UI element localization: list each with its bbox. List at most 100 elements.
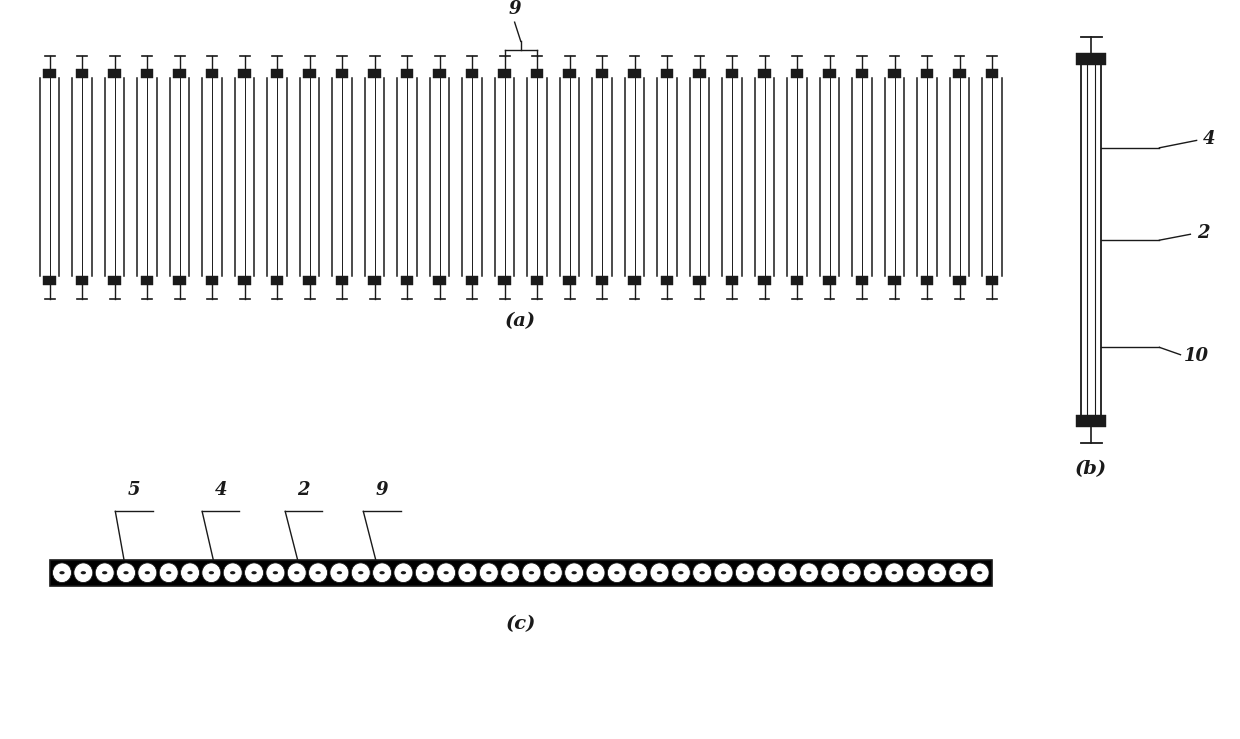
Circle shape	[764, 571, 769, 574]
Ellipse shape	[52, 563, 72, 582]
Bar	[954, 69, 966, 78]
Bar	[43, 69, 56, 78]
Bar	[856, 69, 868, 78]
Ellipse shape	[436, 563, 455, 582]
Bar	[368, 276, 381, 285]
Bar	[141, 276, 154, 285]
Bar	[563, 276, 575, 285]
Ellipse shape	[394, 563, 413, 582]
Bar	[596, 276, 609, 285]
Circle shape	[614, 571, 620, 574]
Circle shape	[699, 571, 704, 574]
Bar	[76, 276, 88, 285]
Ellipse shape	[928, 563, 946, 582]
Bar	[856, 276, 868, 285]
Ellipse shape	[458, 563, 477, 582]
Circle shape	[593, 571, 598, 574]
Bar	[986, 276, 998, 285]
Bar	[141, 69, 154, 78]
Ellipse shape	[181, 563, 200, 582]
Ellipse shape	[244, 563, 264, 582]
Bar	[466, 276, 479, 285]
Bar	[629, 276, 641, 285]
Circle shape	[401, 571, 405, 574]
Bar	[725, 69, 738, 78]
Bar	[791, 276, 804, 285]
Circle shape	[123, 571, 129, 574]
Circle shape	[806, 571, 811, 574]
Bar	[401, 69, 413, 78]
Bar	[498, 69, 511, 78]
Circle shape	[486, 571, 491, 574]
Ellipse shape	[138, 563, 156, 582]
Bar	[823, 276, 836, 285]
Bar	[563, 69, 575, 78]
Circle shape	[166, 571, 171, 574]
Ellipse shape	[885, 563, 904, 582]
Text: 4: 4	[1203, 130, 1215, 148]
Circle shape	[743, 571, 748, 574]
Ellipse shape	[543, 563, 562, 582]
Bar	[791, 69, 804, 78]
Ellipse shape	[74, 563, 93, 582]
Ellipse shape	[159, 563, 179, 582]
Bar	[823, 69, 836, 78]
Bar	[368, 69, 381, 78]
Bar	[401, 276, 413, 285]
Ellipse shape	[906, 563, 925, 582]
Text: 9: 9	[508, 1, 521, 18]
Bar	[336, 69, 348, 78]
Text: (c): (c)	[506, 616, 536, 633]
Bar	[206, 276, 218, 285]
Circle shape	[315, 571, 321, 574]
Bar	[693, 276, 706, 285]
Ellipse shape	[480, 563, 498, 582]
Ellipse shape	[372, 563, 392, 582]
Ellipse shape	[629, 563, 647, 582]
Bar	[921, 276, 934, 285]
Circle shape	[145, 571, 150, 574]
Bar	[108, 276, 120, 285]
Circle shape	[977, 571, 982, 574]
Ellipse shape	[650, 563, 670, 582]
Circle shape	[337, 571, 342, 574]
Ellipse shape	[587, 563, 605, 582]
Ellipse shape	[95, 563, 114, 582]
Bar	[954, 276, 966, 285]
Bar	[693, 69, 706, 78]
Bar	[336, 276, 348, 285]
Circle shape	[572, 571, 577, 574]
Circle shape	[870, 571, 875, 574]
Ellipse shape	[415, 563, 434, 582]
Bar	[661, 69, 673, 78]
Circle shape	[187, 571, 192, 574]
Ellipse shape	[949, 563, 967, 582]
Circle shape	[956, 571, 961, 574]
Circle shape	[294, 571, 299, 574]
Ellipse shape	[522, 563, 541, 582]
Circle shape	[720, 571, 727, 574]
Circle shape	[60, 571, 64, 574]
Circle shape	[231, 571, 236, 574]
Circle shape	[528, 571, 534, 574]
Circle shape	[444, 571, 449, 574]
Bar	[531, 276, 543, 285]
Circle shape	[102, 571, 108, 574]
Text: 10: 10	[1184, 347, 1209, 365]
Bar	[206, 69, 218, 78]
Ellipse shape	[842, 563, 861, 582]
Bar	[661, 276, 673, 285]
Bar	[238, 276, 250, 285]
Bar	[270, 69, 283, 78]
Bar	[304, 276, 316, 285]
Ellipse shape	[800, 563, 818, 582]
Ellipse shape	[756, 563, 776, 582]
Bar	[921, 69, 934, 78]
Circle shape	[785, 571, 790, 574]
Ellipse shape	[117, 563, 135, 582]
Bar	[1076, 53, 1106, 65]
Circle shape	[252, 571, 257, 574]
Ellipse shape	[693, 563, 712, 582]
Ellipse shape	[777, 563, 797, 582]
Bar	[725, 276, 738, 285]
